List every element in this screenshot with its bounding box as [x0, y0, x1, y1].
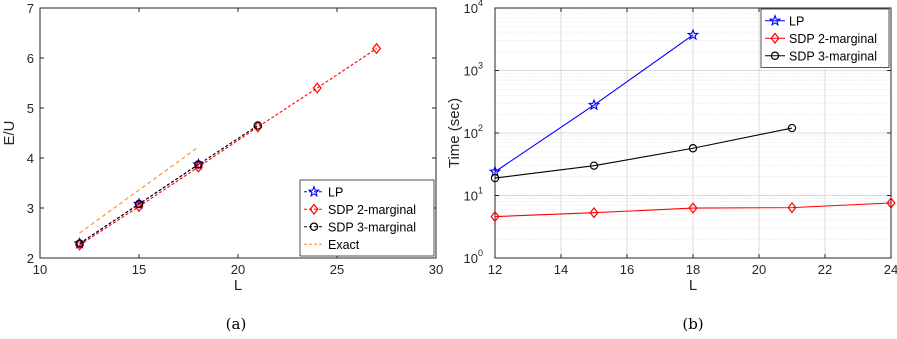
series-sdp-2-marginal — [490, 197, 896, 223]
x-axis-label: L — [689, 277, 697, 294]
y-tick-exponent: 1 — [478, 186, 483, 196]
data-point-marker — [75, 239, 85, 251]
y-tick-exponent: 2 — [478, 123, 483, 133]
data-point-marker — [134, 200, 144, 213]
legend-marker — [770, 32, 780, 45]
data-point-marker — [253, 121, 263, 133]
data-point-marker — [253, 121, 262, 130]
y-tick-base: 10 — [464, 126, 478, 141]
series-line — [494, 127, 793, 179]
series-sdp-2-marginal — [75, 42, 382, 251]
data-point-marker — [688, 144, 698, 153]
x-tick-label: 20 — [231, 262, 245, 277]
y-tick-label: 6 — [27, 51, 34, 66]
x-tick-label: 30 — [429, 262, 443, 277]
data-point-marker — [193, 161, 203, 173]
series-sdp-3-marginal — [490, 123, 797, 183]
legend-label: LP — [789, 14, 804, 28]
x-tick-label: 25 — [330, 262, 344, 277]
y-tick-label: 4 — [27, 151, 34, 166]
data-point-marker — [886, 197, 896, 209]
series-exact — [79, 146, 199, 234]
data-point-marker — [589, 161, 599, 170]
series-line — [79, 146, 199, 234]
y-tick-label: 2 — [27, 251, 34, 266]
data-point-marker — [194, 160, 203, 169]
data-point-marker — [589, 206, 599, 219]
data-point-marker — [312, 82, 322, 94]
panel-caption: (b) — [682, 315, 703, 333]
y-tick-base: 10 — [464, 251, 478, 266]
data-point-marker — [787, 201, 797, 214]
x-tick-label: 14 — [554, 262, 568, 277]
data-point-marker — [488, 165, 502, 178]
legend-label: SDP 2-marginal — [328, 203, 416, 217]
x-tick-label: 22 — [818, 262, 832, 277]
data-point-marker — [490, 210, 500, 223]
data-point-marker — [587, 98, 601, 111]
legend-label: SDP 3-marginal — [328, 220, 416, 234]
series-sdp-3-marginal — [75, 121, 262, 248]
y-tick-label: 102 — [464, 123, 483, 141]
y-tick-label: 101 — [464, 186, 483, 204]
y-tick-label: 104 — [464, 0, 483, 16]
x-tick-label: 16 — [620, 262, 634, 277]
data-point-marker — [134, 199, 144, 209]
x-tick-label: 12 — [488, 262, 502, 277]
legend-marker — [309, 203, 319, 216]
y-axis-label: E/U — [1, 120, 18, 145]
legend-box — [299, 179, 435, 257]
x-tick-label: 24 — [884, 262, 897, 277]
legend-0: LP SDP 2-marginal SDP 3-marginal Exact — [299, 179, 435, 257]
y-tick-label: 100 — [464, 248, 483, 266]
legend-marker — [770, 51, 780, 60]
series-line — [79, 125, 259, 244]
series-line — [494, 202, 892, 218]
y-tick-base: 10 — [464, 64, 478, 79]
x-tick-label: 18 — [686, 262, 700, 277]
data-point-marker — [688, 202, 698, 214]
y-axis-label: Time (sec) — [446, 98, 463, 168]
y-tick-label: 103 — [464, 61, 483, 79]
legend-marker — [309, 222, 319, 231]
x-tick-label: 15 — [132, 262, 146, 277]
y-tick-exponent: 3 — [478, 61, 483, 71]
x-axis-label: L — [234, 277, 242, 294]
data-point-marker — [75, 239, 84, 248]
y-tick-base: 10 — [464, 189, 478, 204]
data-point-marker — [686, 28, 700, 41]
legend-marker — [768, 14, 782, 27]
legend-marker — [307, 185, 321, 198]
y-tick-label: 7 — [27, 1, 34, 16]
data-point-marker — [490, 173, 500, 183]
legend-label: SDP 2-marginal — [789, 32, 877, 46]
x-tick-label: 10 — [33, 262, 47, 277]
x-tick-label: 20 — [752, 262, 766, 277]
legend-label: Exact — [328, 238, 360, 252]
legend-label: LP — [328, 185, 343, 199]
y-tick-base: 10 — [464, 1, 478, 16]
legend-box — [760, 8, 890, 68]
legend-1: LP SDP 2-marginal SDP 3-marginal — [760, 8, 890, 68]
series-lp — [488, 28, 700, 178]
series-line — [494, 34, 694, 173]
legend-label: SDP 3-marginal — [789, 49, 877, 63]
data-point-marker — [787, 123, 797, 133]
panel-caption: (a) — [226, 315, 247, 333]
y-tick-exponent: 0 — [478, 248, 483, 258]
series-line — [79, 48, 377, 246]
data-point-marker — [372, 42, 382, 55]
y-tick-exponent: 4 — [478, 0, 483, 8]
y-tick-label: 3 — [27, 201, 34, 216]
y-tick-label: 5 — [27, 101, 34, 116]
